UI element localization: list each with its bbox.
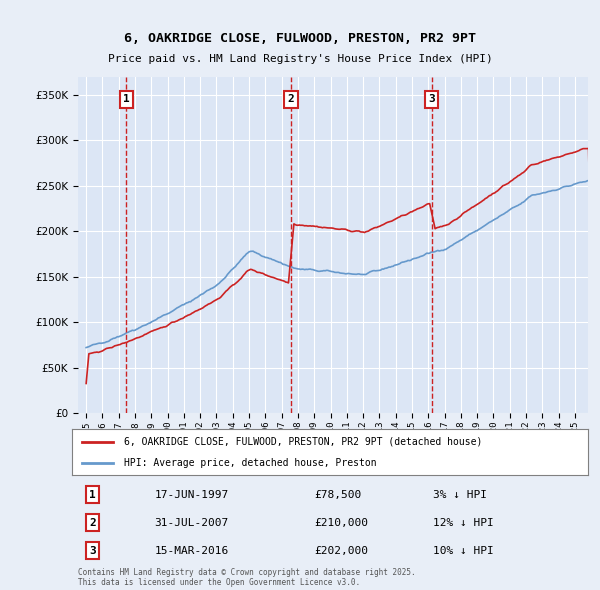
Text: £210,000: £210,000 <box>314 518 368 527</box>
Text: 12% ↓ HPI: 12% ↓ HPI <box>433 518 494 527</box>
Text: 3% ↓ HPI: 3% ↓ HPI <box>433 490 487 500</box>
Text: 3: 3 <box>428 94 435 104</box>
Text: 6, OAKRIDGE CLOSE, FULWOOD, PRESTON, PR2 9PT (detached house): 6, OAKRIDGE CLOSE, FULWOOD, PRESTON, PR2… <box>124 437 482 447</box>
Text: HPI: Average price, detached house, Preston: HPI: Average price, detached house, Pres… <box>124 458 376 468</box>
Text: £78,500: £78,500 <box>314 490 362 500</box>
Text: 1: 1 <box>89 490 96 500</box>
Text: 10% ↓ HPI: 10% ↓ HPI <box>433 546 494 556</box>
Text: 2: 2 <box>288 94 295 104</box>
Text: £202,000: £202,000 <box>314 546 368 556</box>
Text: 1: 1 <box>123 94 130 104</box>
Text: 31-JUL-2007: 31-JUL-2007 <box>155 518 229 527</box>
Text: 2: 2 <box>89 518 96 527</box>
Text: Contains HM Land Registry data © Crown copyright and database right 2025.
This d: Contains HM Land Registry data © Crown c… <box>78 568 416 587</box>
Text: 3: 3 <box>89 546 96 556</box>
Text: 17-JUN-1997: 17-JUN-1997 <box>155 490 229 500</box>
Text: 15-MAR-2016: 15-MAR-2016 <box>155 546 229 556</box>
Text: 6, OAKRIDGE CLOSE, FULWOOD, PRESTON, PR2 9PT: 6, OAKRIDGE CLOSE, FULWOOD, PRESTON, PR2… <box>124 32 476 45</box>
Text: Price paid vs. HM Land Registry's House Price Index (HPI): Price paid vs. HM Land Registry's House … <box>107 54 493 64</box>
